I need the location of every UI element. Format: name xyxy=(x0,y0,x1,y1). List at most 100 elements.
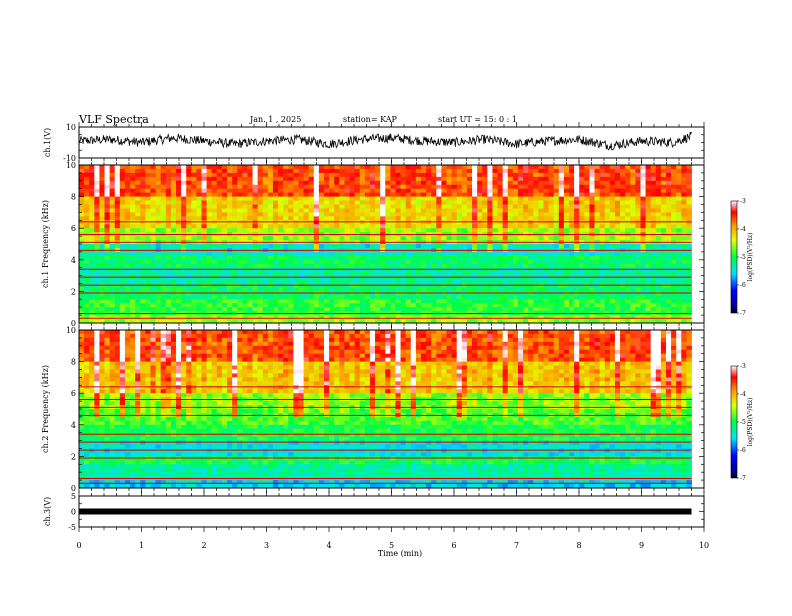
spectrogram-cell xyxy=(288,303,294,307)
spectrogram-cell xyxy=(630,201,636,205)
spectrogram-cell xyxy=(115,307,121,311)
spectrogram-cell xyxy=(242,224,248,228)
spectrogram-cell xyxy=(554,173,560,177)
spectrogram-cell xyxy=(482,205,488,209)
spectrogram-cell xyxy=(314,264,320,268)
spectrogram-cell xyxy=(395,268,401,272)
spectrogram-cell xyxy=(390,315,396,319)
spectrogram-cell xyxy=(242,307,248,311)
spectrogram-cell xyxy=(161,169,167,173)
spectrogram-cell xyxy=(651,197,657,201)
spectrogram-cell xyxy=(309,193,315,197)
spectrogram-cell xyxy=(99,185,105,189)
spectrogram-cell xyxy=(355,212,361,216)
spectrogram-cell xyxy=(538,216,544,220)
spectrogram-cell xyxy=(344,276,350,280)
spectrogram-cell xyxy=(390,252,396,256)
spectrogram-cell xyxy=(161,291,167,295)
spectrogram-cell xyxy=(222,228,228,232)
spectrogram-cell xyxy=(498,276,504,280)
spectrogram-cell xyxy=(625,208,631,212)
spectrogram-cell xyxy=(406,220,412,224)
spectrogram-cell xyxy=(202,268,208,272)
spectrogram-cell xyxy=(355,244,361,248)
spectrogram-cell xyxy=(293,284,299,288)
spectrogram-cell xyxy=(528,177,534,181)
spectrogram-cell xyxy=(181,197,187,201)
spectrogram-cell xyxy=(232,228,238,232)
spectrogram-cell xyxy=(574,208,580,212)
spectrogram-cell xyxy=(421,220,427,224)
spectrogram-cell xyxy=(579,303,585,307)
spectrogram-cell xyxy=(441,284,447,288)
spectrogram-cell xyxy=(595,181,601,185)
spectrogram-cell xyxy=(110,173,116,177)
spectrogram-cell xyxy=(181,189,187,193)
spectrogram-cell xyxy=(498,228,504,232)
spectrogram-cell xyxy=(191,264,197,268)
spectrogram-cell xyxy=(370,169,376,173)
spectrogram-cell xyxy=(472,268,478,272)
spectrogram-cell xyxy=(441,299,447,303)
spectrogram-cell xyxy=(523,244,529,248)
spectrogram-cell xyxy=(686,177,692,181)
spectrogram-cell xyxy=(94,268,100,272)
spectrogram-cell xyxy=(482,252,488,256)
spectrogram-cell xyxy=(538,295,544,299)
spectrogram-cell xyxy=(554,224,560,228)
spectrogram-cell xyxy=(441,220,447,224)
spectrogram-cell xyxy=(482,291,488,295)
spectrogram-cell xyxy=(538,212,544,216)
spectrogram-cell xyxy=(314,252,320,256)
spectrogram-cell xyxy=(309,260,315,264)
spectrogram-cell xyxy=(125,252,131,256)
spectrogram-cell xyxy=(110,189,116,193)
spectrogram-cell xyxy=(630,284,636,288)
spectrogram-cell xyxy=(150,295,156,299)
spectrogram-cell xyxy=(227,315,233,319)
spectrogram-cell xyxy=(150,208,156,212)
spectrogram-cell xyxy=(237,228,243,232)
spectrogram-cell xyxy=(156,260,162,264)
spectrogram-cell xyxy=(344,185,350,189)
spectrogram-cell xyxy=(222,256,228,260)
spectrogram-cell xyxy=(610,201,616,205)
spectrogram-cell xyxy=(263,228,269,232)
spectrogram-cell xyxy=(528,185,534,189)
spectrogram-cell xyxy=(273,181,279,185)
spectrogram-cell xyxy=(579,299,585,303)
spectrogram-cell xyxy=(640,165,646,169)
spectrogram-cell xyxy=(186,173,192,177)
spectrogram-cell xyxy=(625,299,631,303)
spectrogram-cell xyxy=(370,228,376,232)
spectrogram-cell xyxy=(380,212,386,216)
spectrogram-cell xyxy=(467,220,473,224)
spectrogram-cell xyxy=(528,280,534,284)
spectrogram-cell xyxy=(574,299,580,303)
spectrogram-cell xyxy=(503,284,509,288)
spectrogram-cell xyxy=(452,287,458,291)
spectrogram-cell xyxy=(339,264,345,268)
spectrogram-cell xyxy=(171,224,177,228)
spectrogram-cell xyxy=(227,280,233,284)
spectrogram-cell xyxy=(559,264,565,268)
spectrogram-cell xyxy=(676,228,682,232)
spectrogram-cell xyxy=(202,244,208,248)
spectrogram-cell xyxy=(105,268,111,272)
spectrogram-cell xyxy=(242,228,248,232)
spectrogram-cell xyxy=(247,165,253,169)
spectrogram-cell xyxy=(681,256,687,260)
spectrogram-cell xyxy=(258,216,264,220)
spectrogram-cell xyxy=(125,276,131,280)
spectrogram-cell xyxy=(360,287,366,291)
spectrogram-cell xyxy=(140,315,146,319)
spectrogram-cell xyxy=(513,260,519,264)
spectrogram-cell xyxy=(84,216,90,220)
spectrogram-cell xyxy=(125,189,131,193)
spectrogram-cell xyxy=(630,224,636,228)
spectrogram-cell xyxy=(441,280,447,284)
spectrogram-cell xyxy=(84,280,90,284)
spectrogram-cell xyxy=(263,165,269,169)
spectrogram-cell xyxy=(222,280,228,284)
spectrogram-cell xyxy=(150,228,156,232)
